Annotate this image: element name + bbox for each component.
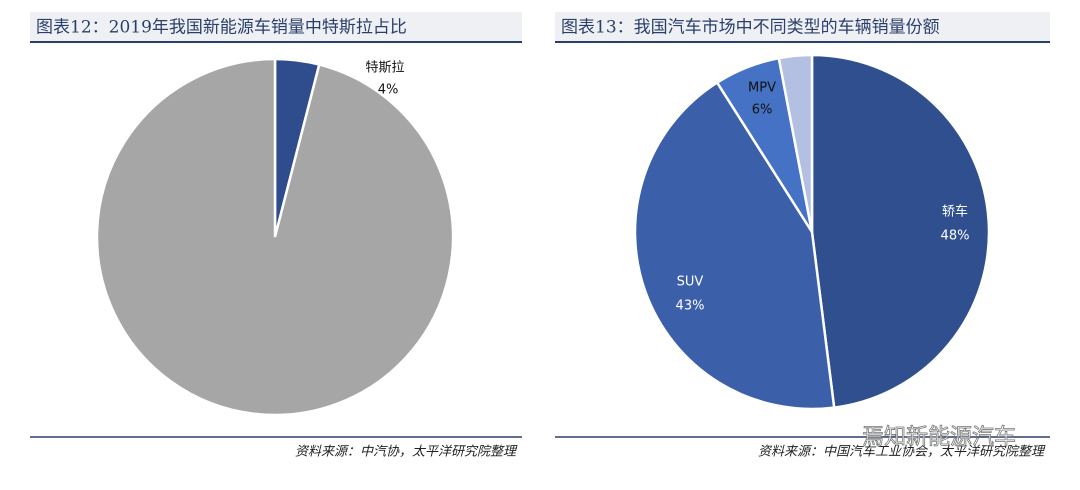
watermark: 焉知新能源汽车 xyxy=(862,425,1016,450)
chart-title: 图表12：2019年我国新能源车销量中特斯拉占比 xyxy=(36,18,407,38)
slice-value-label: 48% xyxy=(941,229,970,244)
title-bar xyxy=(555,12,1050,42)
source-note: 资料来源：中汽协，太平洋研究院整理 xyxy=(295,444,518,460)
chart-title: 图表13：我国汽车市场中不同类型的车辆销量份额 xyxy=(561,18,940,38)
slice-label: MPV xyxy=(748,81,776,96)
pie-slice xyxy=(810,53,991,410)
pie-slice xyxy=(633,80,836,411)
pie-slice xyxy=(95,57,455,417)
slice-value-label: 6% xyxy=(752,103,773,118)
slice-value-label: 43% xyxy=(676,299,705,314)
source-note: 资料来源：中国汽车工业协会，太平洋研究院整理 xyxy=(758,444,1046,460)
title-bar xyxy=(30,12,522,42)
slice-label: 特斯拉 xyxy=(365,61,404,76)
pie-slice xyxy=(777,53,814,233)
slice-label: SUV xyxy=(677,275,704,290)
slice-label: 轿车 xyxy=(942,204,968,220)
slice-value-label: 4% xyxy=(378,83,399,98)
